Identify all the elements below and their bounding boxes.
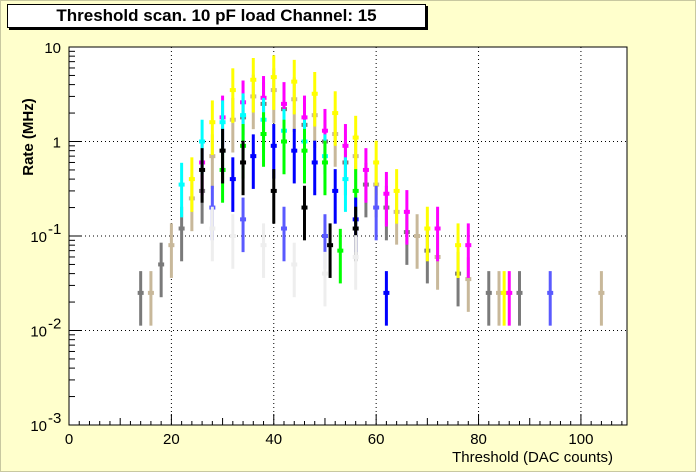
data-point — [168, 243, 175, 248]
x-axis-label: Threshold (DAC counts) — [452, 449, 613, 466]
data-point — [229, 88, 236, 93]
data-point — [147, 290, 154, 295]
y-tick-exponent: -1 — [48, 221, 61, 238]
data-point — [291, 148, 298, 153]
data-point — [414, 234, 421, 238]
data-point — [209, 154, 216, 159]
data-point — [455, 243, 462, 248]
x-tick-label: 0 — [65, 431, 73, 448]
data-point — [506, 290, 513, 295]
data-point — [465, 243, 472, 248]
y-tick-label: 1 — [53, 135, 61, 152]
data-point — [424, 226, 431, 231]
data-point — [362, 167, 369, 172]
plot-area — [68, 46, 628, 426]
grid-layer — [69, 47, 627, 425]
data-point — [250, 77, 257, 82]
data-point — [547, 290, 554, 295]
data-point — [188, 177, 195, 182]
data-point — [321, 271, 328, 276]
data-point — [337, 248, 344, 253]
data-point — [321, 234, 328, 238]
data-point — [281, 139, 288, 144]
data-point — [516, 290, 523, 295]
data-point — [332, 188, 339, 193]
data-point — [352, 135, 359, 140]
data-point — [250, 154, 257, 159]
data-point — [327, 243, 334, 248]
data-point — [485, 290, 492, 295]
series-layer — [137, 55, 605, 326]
data-point — [301, 115, 308, 120]
y-tick-exponent: -3 — [48, 410, 61, 427]
data-point — [178, 226, 185, 231]
y-tick-label: 10 — [44, 40, 61, 57]
data-point — [311, 160, 318, 165]
data-series — [199, 128, 359, 278]
data-point — [342, 177, 349, 182]
data-point — [301, 205, 308, 210]
data-point — [342, 143, 349, 148]
data-point — [240, 217, 247, 222]
data-point — [465, 277, 472, 282]
data-point — [260, 243, 267, 248]
data-point — [311, 91, 318, 96]
data-point — [496, 290, 503, 295]
data-point — [260, 95, 267, 100]
data-point — [321, 160, 328, 165]
x-tick-label: 40 — [265, 431, 282, 448]
y-tick-label: 10 — [30, 418, 47, 435]
data-point — [373, 205, 380, 210]
data-point — [219, 120, 226, 125]
data-point — [393, 188, 400, 193]
data-point — [209, 226, 216, 231]
data-point — [240, 113, 247, 118]
data-point — [137, 290, 144, 295]
data-point — [209, 120, 216, 125]
data-point — [199, 167, 206, 172]
data-point — [434, 226, 441, 231]
x-tick-label: 20 — [163, 431, 180, 448]
data-point — [383, 191, 390, 196]
data-point — [260, 132, 267, 137]
data-point — [219, 148, 226, 153]
x-tick-label: 60 — [368, 431, 385, 448]
data-point — [383, 290, 390, 295]
data-point — [332, 111, 339, 116]
data-series — [178, 93, 349, 218]
data-point — [281, 101, 288, 106]
data-point — [403, 209, 410, 214]
data-point — [270, 75, 277, 80]
data-series — [188, 55, 508, 326]
chart-title: Threshold scan. 10 pF load Channel: 15 — [7, 4, 426, 28]
data-point — [373, 160, 380, 165]
data-point — [270, 143, 277, 148]
y-tick-exponent: -2 — [48, 316, 61, 333]
y-tick-label: 10 — [30, 324, 47, 341]
data-series — [209, 206, 359, 307]
data-point — [229, 177, 236, 182]
data-point — [501, 290, 508, 295]
y-axis-label: Rate (MHz) — [20, 98, 37, 176]
data-point — [352, 188, 359, 193]
data-point — [321, 128, 328, 133]
x-tick-label: 100 — [568, 431, 593, 448]
data-point — [352, 254, 359, 259]
data-point — [158, 262, 165, 267]
data-point — [291, 79, 298, 84]
data-point — [240, 160, 247, 165]
data-point — [178, 182, 185, 187]
data-point — [229, 234, 236, 238]
data-point — [270, 188, 277, 193]
y-tick-label: 10 — [30, 229, 47, 246]
data-point — [281, 226, 288, 231]
data-point — [598, 290, 605, 295]
data-point — [352, 226, 359, 231]
data-point — [301, 148, 308, 153]
x-tick-label: 80 — [470, 431, 487, 448]
data-point — [199, 139, 206, 144]
data-point — [291, 262, 298, 267]
